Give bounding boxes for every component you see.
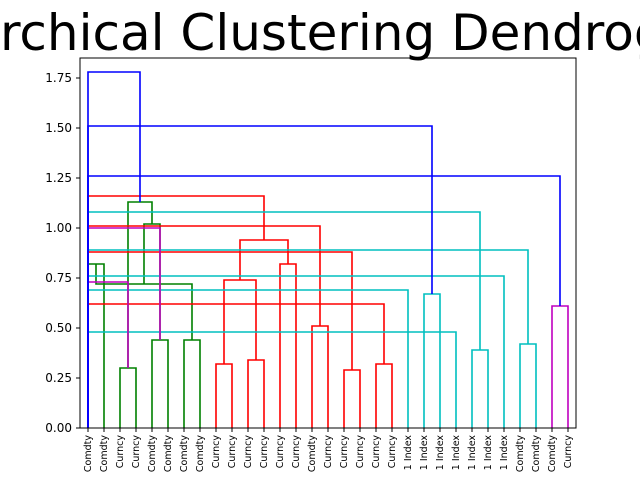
leaf-label: Curncy bbox=[323, 435, 334, 469]
leaf-label: Comdty bbox=[531, 435, 542, 472]
y-tick-label: 0.25 bbox=[45, 371, 72, 385]
leaf-label: 1 Index bbox=[499, 435, 510, 471]
dendrogram-link-green bbox=[127, 201, 153, 368]
x-axis: Comdty Comdty Curncy Curncy Comdty Comdty Comd… bbox=[83, 428, 574, 472]
dendrogram-link-cyan bbox=[87, 211, 481, 428]
leaf-label: Curncy bbox=[227, 435, 238, 469]
leaf-label: Curncy bbox=[243, 435, 254, 469]
dendrogram-link-red bbox=[375, 363, 393, 428]
dendrogram-link-green bbox=[119, 367, 137, 428]
leaf-label: Comdty bbox=[195, 435, 206, 472]
dendrogram-link-cyan bbox=[519, 343, 537, 428]
leaf-label: Curncy bbox=[371, 435, 382, 469]
leaf-label: Curncy bbox=[339, 435, 350, 469]
dendrogram-link-green bbox=[151, 339, 169, 428]
dendrogram-link-red bbox=[247, 359, 265, 428]
leaf-label: Comdty bbox=[547, 435, 558, 472]
dendrogram-link-cyan bbox=[87, 331, 457, 428]
y-tick-label: 1.50 bbox=[45, 121, 72, 135]
leaf-label: 1 Index bbox=[451, 435, 462, 471]
dendrogram-link-green bbox=[87, 263, 105, 428]
dendrogram-link-red bbox=[215, 363, 233, 428]
leaf-label: Comdty bbox=[163, 435, 174, 472]
y-axis: 0.00 0.25 0.50 0.75 1.00 1.25 1.50 1.75 bbox=[45, 71, 80, 435]
leaf-label: 1 Index bbox=[483, 435, 494, 471]
leaf-label: Comdty bbox=[147, 435, 158, 472]
leaf-label: Curncy bbox=[355, 435, 366, 469]
leaf-label: Curncy bbox=[291, 435, 302, 469]
dendrogram-link-red bbox=[311, 325, 329, 428]
dendrogram-link-blue bbox=[87, 71, 141, 428]
leaf-label: Comdty bbox=[83, 435, 94, 472]
leaf-label: Comdty bbox=[179, 435, 190, 472]
dendrogram-link-magenta bbox=[87, 227, 161, 428]
y-tick-label: 1.00 bbox=[45, 221, 72, 235]
leaf-label: Curncy bbox=[259, 435, 270, 469]
dendrogram-link-red bbox=[223, 279, 257, 364]
y-tick-label: 1.75 bbox=[45, 71, 72, 85]
leaf-label: Curncy bbox=[275, 435, 286, 469]
y-tick-label: 0.75 bbox=[45, 271, 72, 285]
dendrogram-link-blue bbox=[87, 175, 561, 428]
dendrogram-link-red bbox=[87, 225, 321, 428]
dendrogram-link-red bbox=[87, 303, 385, 428]
dendrogram-link-cyan bbox=[423, 293, 441, 428]
leaf-label: Curncy bbox=[563, 435, 574, 469]
dendrogram-link-red bbox=[87, 195, 265, 428]
y-tick-label: 0.00 bbox=[45, 421, 72, 435]
chart-title: Hierarchical Clustering Dendrogram bbox=[0, 4, 640, 62]
leaf-label: Curncy bbox=[387, 435, 398, 469]
leaf-label: 1 Index bbox=[419, 435, 430, 471]
leaf-label: Curncy bbox=[131, 435, 142, 469]
y-tick-label: 1.25 bbox=[45, 171, 72, 185]
dendrogram-links bbox=[87, 71, 569, 428]
dendrogram-link-green bbox=[143, 223, 161, 340]
leaf-label: 1 Index bbox=[403, 435, 414, 471]
leaf-label: Comdty bbox=[515, 435, 526, 472]
leaf-label: 1 Index bbox=[435, 435, 446, 471]
leaf-label: Comdty bbox=[307, 435, 318, 472]
leaf-label: Curncy bbox=[115, 435, 126, 469]
leaf-label: Curncy bbox=[211, 435, 222, 469]
dendrogram-link-cyan bbox=[471, 349, 489, 428]
dendrogram-link-red bbox=[279, 263, 297, 428]
leaf-label: 1 Index bbox=[467, 435, 478, 471]
dendrogram-link-magenta bbox=[551, 305, 569, 428]
dendrogram-link-green bbox=[183, 339, 201, 428]
leaf-label: Comdty bbox=[99, 435, 110, 472]
dendrogram-link-red bbox=[343, 369, 361, 428]
y-tick-label: 0.50 bbox=[45, 321, 72, 335]
